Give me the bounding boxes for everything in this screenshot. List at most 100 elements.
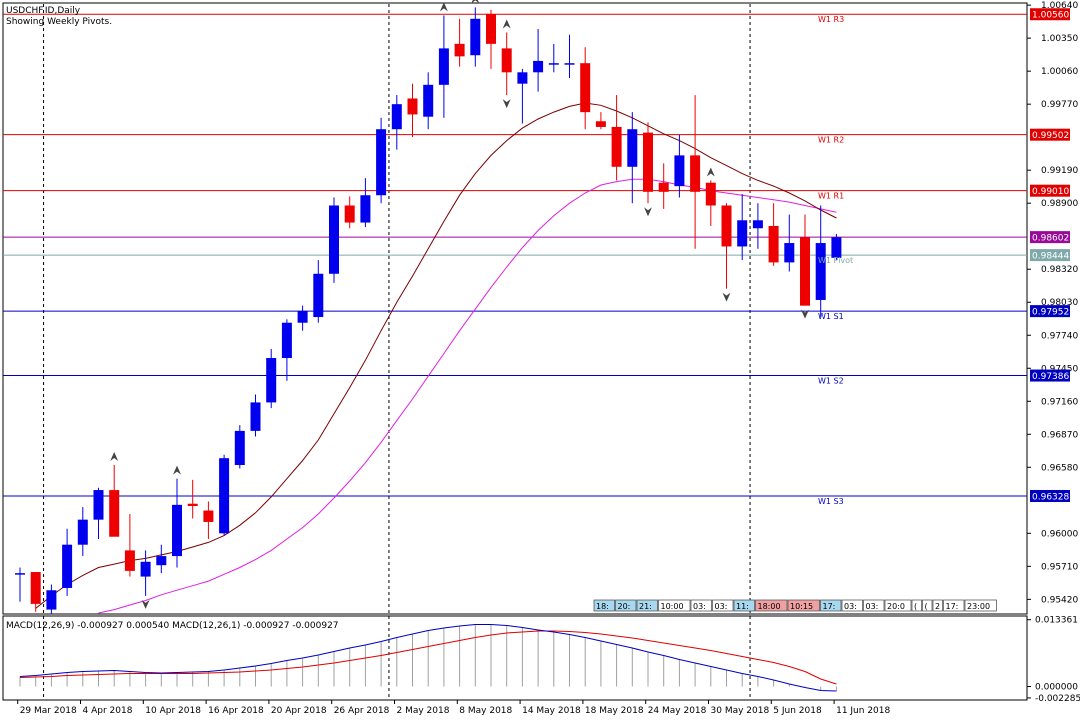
price-tick-label-12: 0.96580 xyxy=(1041,463,1078,473)
candle-body-42 xyxy=(674,155,685,187)
session-box-text-10: 03: xyxy=(844,602,857,611)
pivot-price-box-0-text: 1.00560 xyxy=(1032,11,1069,21)
price-tick-label-9: 0.97450 xyxy=(1041,364,1078,374)
candle-body-37 xyxy=(595,121,606,127)
price-tick-label-4: 0.99190 xyxy=(1041,166,1078,176)
date-label-1: 4 Apr 2018 xyxy=(83,706,133,716)
price-tick-label-7: 0.98030 xyxy=(1041,298,1078,308)
session-box-bg-8 xyxy=(787,599,820,612)
price-pane[interactable] xyxy=(2,2,1028,615)
candle-39 xyxy=(627,112,638,204)
session-box-13: ( xyxy=(911,599,922,612)
session-boxes: 18: 20: 21: 10:00 03: 03: 11: 18:00 10:15 17: 03: 0… xyxy=(593,599,997,612)
session-box-5: 03: xyxy=(712,599,734,612)
session-box-11: 03: xyxy=(863,599,885,612)
candle-16 xyxy=(266,348,277,409)
macd-indicator xyxy=(19,624,837,692)
candle-body-23 xyxy=(376,129,387,196)
fast-moving-average xyxy=(35,102,837,609)
candle-body-4 xyxy=(77,519,88,545)
candle-25 xyxy=(407,83,418,138)
macd-pane[interactable] xyxy=(2,615,1028,701)
price-tick-label-6: 0.98320 xyxy=(1041,265,1078,275)
date-label-7: 8 May 2018 xyxy=(459,706,512,716)
pivot-price-box-2: 0.99010 xyxy=(1030,184,1070,197)
date-label-0: 29 Mar 2018 xyxy=(20,706,77,716)
pivot-price-box-1-text: 0.99502 xyxy=(1032,131,1069,141)
session-box-text-8: 10:15 xyxy=(790,602,813,611)
session-box-bg-10 xyxy=(841,599,863,612)
candle-body-28 xyxy=(454,43,465,57)
candle-body-26 xyxy=(423,84,434,117)
pivot-label-1: W1 R2 xyxy=(818,136,844,145)
macd-tick-label-2: -0.002285 xyxy=(1035,694,1080,704)
candle-33 xyxy=(533,29,544,92)
pivot-price-box-0: 1.00560 xyxy=(1030,8,1070,21)
candle-body-43 xyxy=(690,155,701,192)
candle-body-15 xyxy=(250,402,261,431)
candle-26 xyxy=(423,72,434,130)
date-label-5: 26 Apr 2018 xyxy=(334,706,390,716)
candle-0 xyxy=(15,567,25,602)
candle-body-35 xyxy=(564,63,575,65)
session-box-text-16: 17: xyxy=(946,602,959,611)
fractal-up-arrow-10 xyxy=(173,465,181,475)
session-box-text-14: ( xyxy=(925,602,928,611)
candle-body-3 xyxy=(62,544,73,588)
candle-body-10 xyxy=(172,504,182,557)
candle-body-20 xyxy=(329,205,339,274)
pivot-price-box-0-bg xyxy=(1030,8,1070,21)
candle-body-44 xyxy=(705,182,716,206)
candle-14 xyxy=(234,425,245,469)
candle-10 xyxy=(172,478,182,568)
session-box-15: 2 xyxy=(932,599,943,612)
candle-7 xyxy=(124,513,135,577)
session-box-text-13: ( xyxy=(914,602,917,611)
candle-27 xyxy=(438,15,449,118)
price-tick-label-8: 0.97740 xyxy=(1041,331,1078,341)
session-box-bg-0 xyxy=(593,599,615,612)
session-box-bg-2 xyxy=(636,599,658,612)
chart-symbol-title: USDCHF.ID,Daily xyxy=(6,6,81,16)
candle-body-2 xyxy=(46,590,57,610)
pivot-price-box-6: 0.96328 xyxy=(1030,489,1070,502)
session-box-bg-5 xyxy=(712,599,734,612)
candle-body-16 xyxy=(266,358,277,403)
current-price-box: 0.98602 xyxy=(1030,231,1070,244)
candle-body-0 xyxy=(15,573,25,575)
session-box-text-17: 23:00 xyxy=(967,602,990,611)
session-box-text-2: 21: xyxy=(639,602,652,611)
candle-32 xyxy=(517,68,528,124)
pivot-label-6: W1 S3 xyxy=(818,497,844,506)
current-price-box-text: 0.98602 xyxy=(1032,234,1069,244)
session-box-text-4: 03: xyxy=(693,602,706,611)
pivot-price-box-1: 0.99502 xyxy=(1030,128,1070,141)
candle-1 xyxy=(30,572,41,612)
candle-body-52 xyxy=(831,237,842,258)
price-tick-label-3: 0.99770 xyxy=(1041,100,1078,110)
session-box-8: 10:15 xyxy=(787,599,820,612)
date-label-4: 20 Apr 2018 xyxy=(271,706,327,716)
candle-17 xyxy=(281,319,292,381)
candle-6 xyxy=(109,465,120,537)
fractal-up-arrow-44 xyxy=(706,167,715,177)
session-box-1: 20: xyxy=(615,599,637,612)
candle-body-12 xyxy=(203,510,214,522)
candle-body-25 xyxy=(407,98,418,115)
pivot-price-box-4: 0.97952 xyxy=(1030,305,1070,318)
candle-46 xyxy=(737,194,748,261)
candle-2 xyxy=(46,584,57,615)
session-box-9: 17: xyxy=(820,599,842,612)
candle-38 xyxy=(611,95,622,181)
candle-9 xyxy=(156,544,167,574)
candle-body-41 xyxy=(658,182,669,192)
session-box-text-9: 17: xyxy=(823,602,836,611)
price-tick-label-14: 0.95710 xyxy=(1041,562,1078,572)
candle-body-19 xyxy=(313,273,324,318)
session-box-text-15: 2 xyxy=(935,602,940,611)
candle-body-39 xyxy=(627,129,638,167)
candle-44 xyxy=(705,180,716,226)
candle-41 xyxy=(658,163,669,209)
session-box-bg-6 xyxy=(733,599,755,612)
